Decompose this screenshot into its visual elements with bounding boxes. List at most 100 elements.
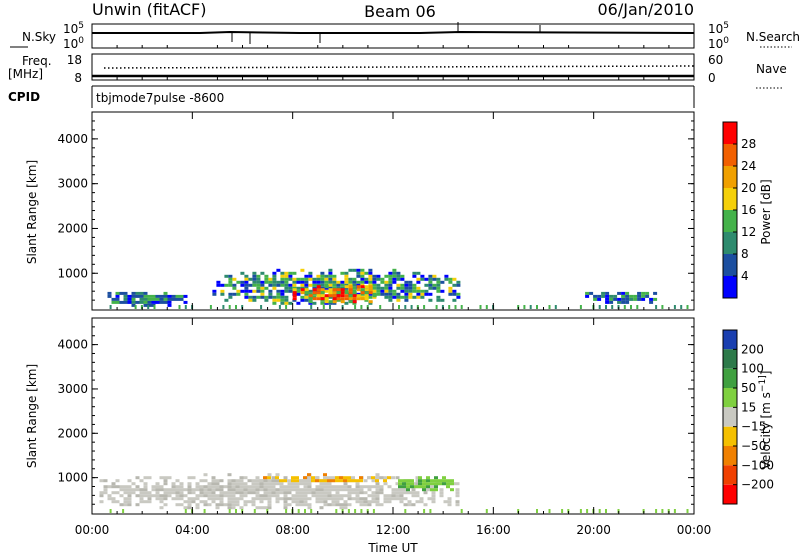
scatter-cell [263, 488, 268, 492]
scatter-cell [446, 479, 450, 483]
colorbar-tick-label: 8 [741, 247, 749, 261]
baseline-cell [485, 509, 488, 513]
scatter-cell [379, 485, 384, 489]
scatter-cell [256, 286, 261, 290]
baseline-cell [153, 305, 156, 309]
scatter-cell [391, 497, 396, 501]
scatter-cell [368, 300, 373, 304]
scatter-cell [436, 283, 441, 287]
scatter-cell [455, 503, 460, 507]
scatter-cell [408, 280, 413, 284]
scatter-cell [372, 280, 377, 284]
scatter-cell [355, 497, 360, 501]
scatter-cell [363, 503, 368, 507]
baseline-cell [253, 509, 256, 513]
scatter-cell [307, 482, 312, 486]
scatter-cell [243, 482, 248, 486]
scatter-cell [139, 488, 144, 492]
scatter-cell [344, 271, 349, 275]
scatter-cell [360, 285, 365, 289]
colorbar-segment [723, 426, 737, 446]
scatter-cell [360, 277, 365, 281]
scatter-cell [211, 500, 216, 504]
scatter-cell [344, 294, 349, 298]
scatter-cell [187, 482, 192, 486]
scatter-cell [348, 288, 353, 292]
scatter-cell [609, 297, 614, 301]
baseline-cell [454, 305, 457, 309]
colorbar-tick-label: 24 [741, 159, 756, 173]
scatter-cell [447, 503, 452, 507]
colorbar-segment [723, 349, 737, 369]
scatter-cell [272, 271, 277, 275]
scatter-cell [312, 291, 317, 295]
scatter-cell [411, 494, 416, 498]
scatter-cell [320, 297, 325, 301]
scatter-cell [388, 280, 393, 284]
scatter-cell [613, 297, 618, 301]
scatter-cell [396, 286, 401, 290]
scatter-cell [319, 500, 324, 504]
scatter-cell [629, 294, 634, 298]
scatter-cell [319, 506, 324, 510]
colorbar-segment [723, 166, 737, 188]
scatter-cell [251, 485, 256, 489]
scatter-cell [364, 285, 369, 289]
scatter-cell [384, 286, 389, 290]
baseline-cell [423, 305, 426, 309]
scatter-cell [151, 494, 156, 498]
scatter-cell [315, 488, 320, 492]
scatter-cell [259, 479, 263, 483]
nave-label: Nave [756, 62, 787, 76]
scatter-cell [323, 488, 328, 492]
scatter-cell [163, 291, 168, 295]
scatter-cell [312, 283, 317, 287]
scatter-cell [292, 291, 297, 295]
scatter-cell [315, 479, 319, 483]
scatter-cell [359, 476, 363, 480]
scatter-cell [352, 286, 357, 290]
scatter-cell [243, 476, 248, 480]
scatter-cell [448, 277, 453, 281]
power-ylabel: Slant Range [km] [25, 160, 39, 264]
scatter-cell [143, 488, 148, 492]
scatter-cell [360, 288, 365, 292]
scatter-cell [637, 294, 642, 298]
scatter-cell [299, 494, 304, 498]
scatter-cell [344, 280, 349, 284]
scatter-cell [589, 291, 594, 295]
scatter-cell [653, 291, 658, 295]
scatter-cell [403, 503, 408, 507]
scatter-cell [402, 485, 406, 489]
baseline-cell [310, 305, 313, 309]
scatter-cell [288, 286, 293, 290]
scatter-cell [400, 274, 405, 278]
scatter-cell [256, 280, 261, 284]
scatter-cell [316, 280, 321, 284]
scatter-cell [287, 503, 292, 507]
scatter-cell [307, 497, 312, 501]
scatter-cell [227, 485, 232, 489]
scatter-cell [308, 297, 313, 301]
scatter-cell [406, 485, 410, 489]
scatter-cell [183, 500, 188, 504]
scatter-cell [352, 277, 357, 281]
scatter-cell [300, 283, 305, 287]
scatter-cell [323, 485, 328, 489]
scatter-cell [392, 271, 397, 275]
scatter-cell [279, 491, 284, 495]
scatter-cell [232, 292, 237, 296]
scatter-cell [235, 503, 240, 507]
scatter-cell [447, 497, 452, 501]
scatter-cell [203, 491, 208, 495]
scatter-cell [147, 494, 152, 498]
scatter-cell [380, 292, 385, 296]
scatter-cell [151, 485, 156, 489]
colorbar-tick-label: −50 [741, 439, 766, 453]
scatter-cell [147, 491, 152, 495]
scatter-cell [284, 301, 289, 305]
scatter-cell [296, 277, 301, 281]
scatter-cell [426, 476, 430, 480]
scatter-cell [407, 500, 412, 504]
scatter-cell [195, 503, 200, 507]
